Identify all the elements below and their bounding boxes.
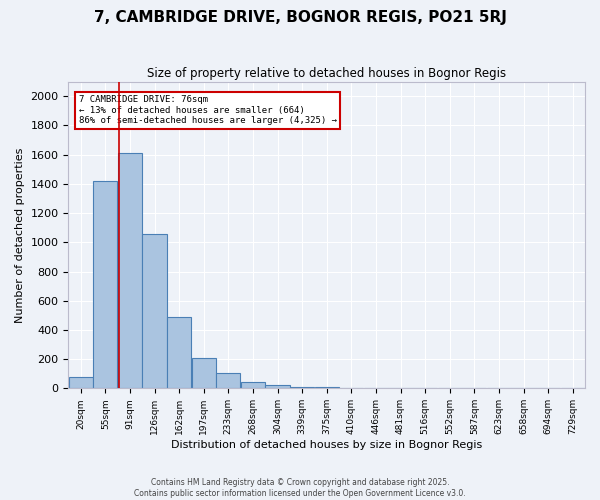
- Bar: [290, 386, 314, 388]
- Text: 7 CAMBRIDGE DRIVE: 76sqm
← 13% of detached houses are smaller (664)
86% of semi-: 7 CAMBRIDGE DRIVE: 76sqm ← 13% of detach…: [79, 96, 337, 126]
- Bar: [142, 234, 167, 388]
- Bar: [314, 387, 339, 388]
- Bar: [265, 384, 290, 388]
- Text: Contains HM Land Registry data © Crown copyright and database right 2025.
Contai: Contains HM Land Registry data © Crown c…: [134, 478, 466, 498]
- Y-axis label: Number of detached properties: Number of detached properties: [15, 148, 25, 322]
- Bar: [68, 376, 93, 388]
- Bar: [241, 382, 265, 388]
- Bar: [216, 373, 241, 388]
- Text: 7, CAMBRIDGE DRIVE, BOGNOR REGIS, PO21 5RJ: 7, CAMBRIDGE DRIVE, BOGNOR REGIS, PO21 5…: [94, 10, 506, 25]
- X-axis label: Distribution of detached houses by size in Bognor Regis: Distribution of detached houses by size …: [171, 440, 482, 450]
- Bar: [93, 181, 118, 388]
- Title: Size of property relative to detached houses in Bognor Regis: Size of property relative to detached ho…: [147, 68, 506, 80]
- Bar: [167, 317, 191, 388]
- Bar: [118, 153, 142, 388]
- Bar: [191, 358, 216, 388]
